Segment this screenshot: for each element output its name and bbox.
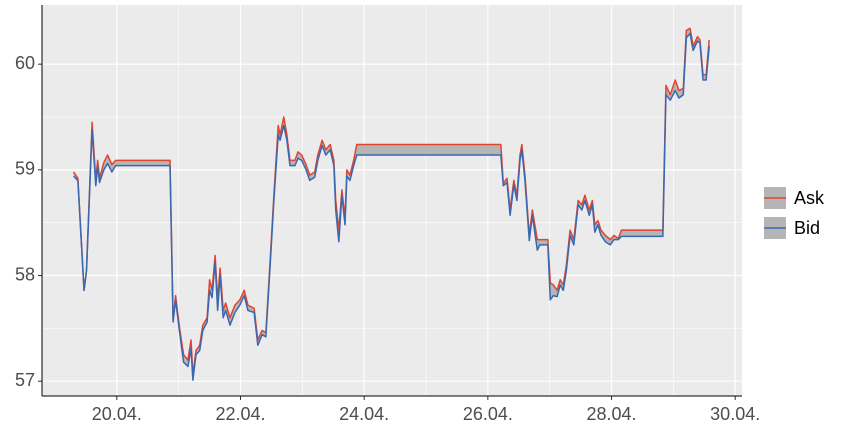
y-tick-label: 59: [15, 159, 35, 179]
x-tick-label: 26.04.: [463, 404, 513, 424]
marks: [72, 27, 710, 381]
x-tick-label: 28.04.: [586, 404, 636, 424]
grid: [42, 5, 742, 396]
series-line: [73, 32, 710, 381]
x-tick-label: 22.04.: [215, 404, 265, 424]
legend: Ask Bid: [764, 187, 825, 239]
x-tick-label: 20.04.: [92, 404, 142, 424]
x-tick-label: 30.04.: [710, 404, 760, 424]
axes: 57 58 59 60 20.04. 22.04. 24.04. 26.04. 28.04. 30…: [15, 5, 760, 424]
legend-label: Ask: [794, 188, 825, 208]
y-tick-label: 60: [15, 53, 35, 73]
legend-label: Bid: [794, 218, 820, 238]
panel: [42, 5, 742, 396]
y-tick-label: 58: [15, 264, 35, 284]
x-tick-label: 24.04.: [339, 404, 389, 424]
y-tick-label: 57: [15, 370, 35, 390]
